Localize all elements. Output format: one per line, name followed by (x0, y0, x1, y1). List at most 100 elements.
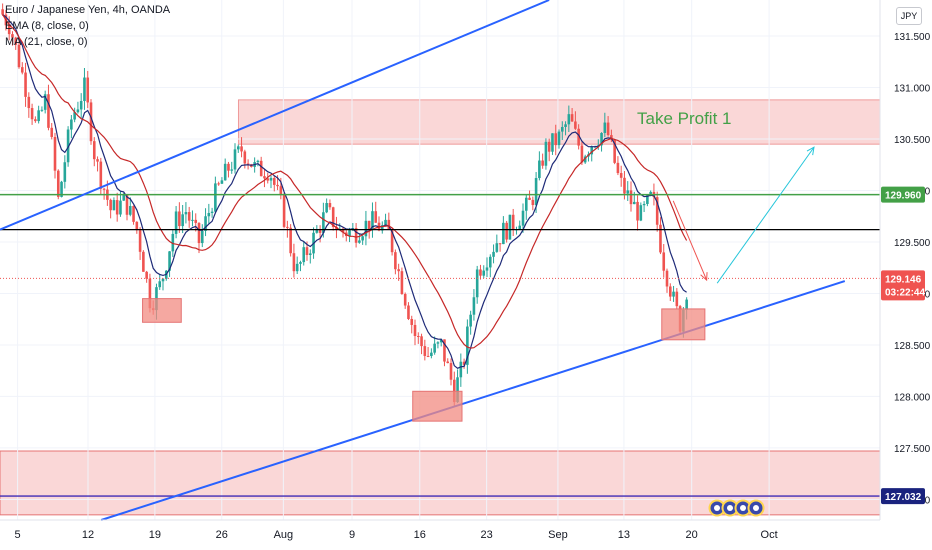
candle-body (119, 200, 122, 215)
candle-body (462, 361, 466, 365)
candle-body (613, 139, 616, 163)
candle-body (580, 145, 584, 163)
candle-body (394, 252, 397, 270)
purple-level-tag-label: 127.032 (885, 492, 922, 503)
candle-body (161, 278, 165, 282)
candle-body (331, 207, 335, 227)
candle-body (524, 197, 528, 211)
candle-body (364, 220, 368, 237)
candle-body (50, 127, 54, 137)
time-tick-label: 12 (82, 529, 94, 541)
candle-body (410, 318, 414, 325)
candle-body (348, 230, 351, 237)
candle-body (259, 160, 263, 177)
candle-body (14, 37, 18, 45)
candle-body (495, 243, 499, 252)
candle-body (443, 339, 446, 362)
candle-body (138, 230, 142, 252)
time-tick-label: 9 (349, 529, 355, 541)
candle-body (197, 222, 201, 244)
currency-badge[interactable]: JPY (896, 7, 922, 25)
candle-body (384, 219, 387, 226)
candle-body (89, 102, 93, 142)
candle-body (416, 335, 420, 337)
candle-body (11, 34, 14, 38)
time-tick-label: 20 (686, 529, 698, 541)
candle-body (112, 200, 116, 211)
candle-body (289, 227, 292, 254)
candle-body (217, 183, 220, 185)
candle-body (243, 151, 247, 164)
candle-body (43, 94, 47, 110)
candle-body (47, 94, 50, 128)
candle-body (430, 352, 433, 357)
candle-body (181, 214, 184, 227)
candle-body (629, 190, 633, 205)
ema-legend[interactable]: EMA (8, close, 0) (5, 20, 89, 32)
purple-level-tag (881, 488, 925, 505)
candle-body (56, 170, 60, 197)
candle-body (564, 124, 567, 127)
candle-body (610, 135, 613, 140)
symbol-title[interactable]: Euro / Japanese Yen, 4h, OANDA (5, 4, 171, 16)
candle-body (145, 271, 148, 279)
candle-body (79, 101, 83, 110)
candle-body (292, 253, 296, 272)
ma-legend[interactable]: MA (21, close, 0) (5, 36, 88, 48)
candle-body (63, 162, 67, 182)
candle-body (171, 233, 175, 252)
take-profit-label: Take Profit 1 (637, 109, 732, 128)
candle-body (616, 162, 620, 174)
candle-body (472, 297, 476, 315)
candle-body (646, 195, 649, 204)
candle-body (551, 133, 554, 152)
arrow-down-head (700, 272, 708, 282)
candle-body (544, 141, 548, 166)
candle-body (115, 200, 119, 215)
candle-body (295, 263, 299, 272)
candle-body (328, 203, 332, 208)
candle-body (99, 161, 103, 189)
candle-body (521, 210, 525, 226)
price-tick-label: 127.500 (894, 444, 931, 455)
upper-trendline (0, 0, 550, 231)
candle-body (400, 271, 404, 294)
candle-body (256, 160, 260, 163)
candle-body (485, 267, 489, 271)
candle-body (266, 178, 270, 181)
candle-body (547, 141, 551, 152)
candle-body (531, 199, 535, 206)
candle-body (488, 256, 492, 268)
candle-body (279, 186, 283, 196)
candle-body (456, 377, 459, 403)
time-tick-label: 23 (481, 529, 493, 541)
time-tick-label: 19 (149, 529, 161, 541)
time-tick-label: Sep (548, 529, 568, 541)
candle-body (603, 122, 607, 133)
candle-body (371, 211, 374, 230)
candle-body (528, 197, 531, 200)
candle-body (17, 44, 21, 68)
candle-body (511, 214, 515, 230)
current-price-tag-label: 129.146 (885, 274, 922, 285)
candle-body (420, 336, 423, 347)
candle-body (204, 216, 207, 231)
event-markers (708, 499, 765, 517)
candle-body (380, 225, 384, 231)
candle-body (492, 251, 495, 257)
candle-body (60, 181, 63, 197)
candle-body (636, 201, 639, 221)
green-level-tag-label: 129.960 (885, 191, 922, 202)
candle-body (672, 291, 675, 297)
candle-body (282, 195, 286, 227)
candle-body (606, 122, 610, 136)
candle-body (92, 141, 96, 160)
candle-body (583, 156, 587, 163)
economic-event-icon-center (753, 505, 759, 511)
candle-body (361, 236, 364, 241)
candle-body (632, 201, 636, 205)
time-tick-label: Oct (761, 529, 778, 541)
candle-body (96, 159, 99, 162)
candle-body (318, 229, 322, 233)
